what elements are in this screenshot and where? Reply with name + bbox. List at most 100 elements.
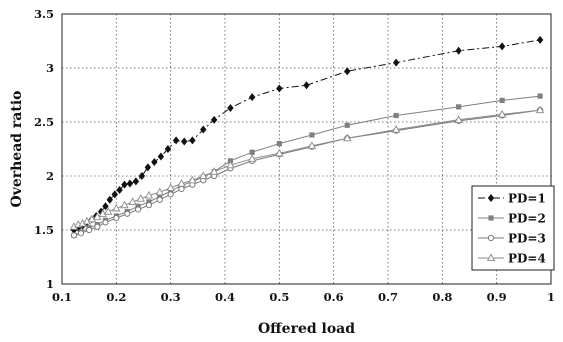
data-point (156, 196, 163, 203)
data-point (146, 199, 152, 205)
data-point (77, 230, 85, 237)
data-point (126, 179, 134, 188)
data-point (393, 112, 399, 119)
data-point (144, 190, 154, 199)
data-point (157, 193, 163, 200)
data-point (135, 203, 141, 209)
legend-box (471, 185, 555, 271)
data-point (102, 202, 109, 211)
legend-marker (487, 194, 495, 202)
data-point (391, 125, 401, 133)
data-point (276, 141, 282, 147)
data-point (168, 188, 174, 194)
legend-item: PD=2 (478, 212, 546, 226)
x-tick-label: 1 (547, 290, 555, 304)
data-point (497, 109, 507, 118)
data-point (303, 81, 310, 90)
legend-item: PD=3 (478, 232, 546, 246)
legend-label: PD=3 (508, 232, 546, 246)
y-tick-label: 2.5 (34, 115, 54, 129)
legend-label: PD=4 (508, 252, 546, 266)
legend-label: PD=1 (508, 192, 546, 206)
legend-marker (487, 234, 495, 242)
data-point (102, 219, 109, 226)
data-point (106, 195, 114, 204)
data-point (94, 223, 101, 230)
data-point (309, 132, 315, 138)
data-point (138, 172, 146, 180)
data-point (200, 125, 207, 134)
x-tick-label: 0.6 (324, 290, 344, 304)
data-point (155, 187, 164, 196)
data-point (276, 84, 283, 93)
data-point (227, 103, 234, 112)
data-point (157, 152, 165, 161)
data-point (172, 136, 180, 145)
data-point (132, 177, 140, 186)
y-tick-label: 2 (46, 169, 54, 183)
plot-frame (61, 13, 552, 285)
x-axis-title: Offered load (258, 321, 355, 337)
x-tick-label: 0.7 (378, 290, 398, 304)
y-tick-label: 1 (46, 277, 54, 291)
x-tick-label: 0.4 (215, 290, 235, 304)
series-4 (69, 105, 545, 230)
data-point (454, 115, 463, 123)
data-point (167, 191, 174, 198)
data-point (307, 141, 317, 149)
data-point (113, 215, 120, 222)
data-point (275, 148, 284, 157)
data-point (128, 197, 137, 205)
data-point (181, 137, 188, 146)
series-line (73, 109, 541, 228)
legend-marker (486, 253, 496, 262)
data-point (98, 209, 107, 217)
data-point (87, 214, 97, 223)
legend-item: PD=4 (478, 252, 546, 266)
data-point (145, 202, 153, 209)
x-tick-label: 0.5 (269, 290, 289, 304)
data-point (151, 157, 158, 166)
y-axis-title: Overhead ratio (9, 90, 25, 207)
legend-marker (488, 215, 494, 221)
data-point (498, 42, 506, 51)
data-point (124, 210, 131, 217)
data-point (178, 185, 185, 193)
data-point (199, 171, 208, 180)
data-point (344, 67, 351, 76)
data-point (144, 163, 152, 172)
data-point (344, 122, 350, 128)
data-point (537, 93, 543, 99)
data-point (177, 179, 186, 187)
data-point (536, 35, 544, 44)
data-point (248, 93, 256, 102)
data-point (249, 149, 255, 155)
y-tick-label: 3.5 (34, 7, 54, 21)
data-point (392, 58, 400, 67)
data-point (188, 175, 197, 184)
data-point (86, 226, 93, 234)
y-tick-label: 3 (46, 61, 54, 75)
x-tick-label: 0.9 (487, 290, 507, 304)
data-point (248, 154, 257, 162)
data-point (134, 206, 142, 213)
data-point (209, 167, 219, 175)
data-point (121, 180, 128, 189)
x-tick-label: 0.8 (432, 290, 452, 304)
data-point (136, 194, 145, 202)
tick-labels: 0.1 0.2 0.3 0.4 0.5 0.6 0.7 0.8 0.9 1 1 1.5 2 2.5 3 3.5 (34, 7, 555, 304)
data-point (116, 186, 123, 195)
data-point (189, 136, 196, 145)
data-point (210, 115, 218, 124)
data-point (456, 104, 462, 110)
y-tick-label: 1.5 (34, 223, 54, 237)
legend-item: PD=1 (478, 192, 546, 206)
x-tick-label: 0.1 (52, 290, 72, 304)
legend: PD=1 PD=2 PD=3 PD=4 (471, 185, 555, 271)
series (69, 35, 545, 239)
x-tick-label: 0.3 (161, 290, 181, 304)
data-point (104, 207, 113, 215)
data-point (499, 97, 505, 103)
